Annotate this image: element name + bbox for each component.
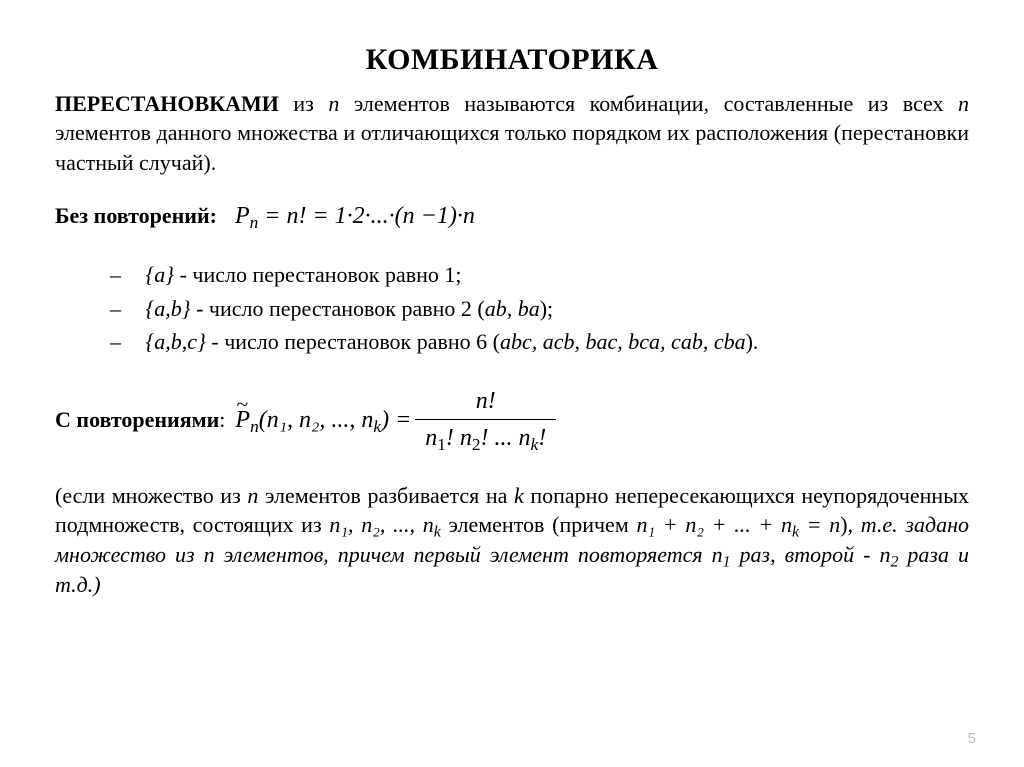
example3-text-b: ). [746, 329, 759, 354]
example1-text: - число перестановок равно 1; [174, 262, 461, 287]
example2-text-a: - число перестановок равно 2 ( [191, 296, 485, 321]
fraction-numerator: n! [415, 385, 556, 420]
formula-permutations: Pn = n! = 1·2·...·(n −1)·n [235, 200, 475, 232]
section-no-repetition: Без повторений: Pn = n! = 1·2·...·(n −1)… [55, 200, 969, 232]
p2-ital-b: элементов, причем первый элемент повторя… [215, 542, 712, 567]
examples-list: {a} - число перестановок равно 1; {a,b} … [55, 258, 969, 359]
var-k: k [514, 483, 524, 508]
p2-text-e: ), [840, 512, 861, 537]
formula1-rhs: = n! = 1·2·...·(n −1)·n [258, 203, 475, 229]
set-abc: {a,b,c} [146, 329, 206, 354]
formula2-args-k: k [373, 417, 381, 436]
p2-n1-sub: 1 [723, 554, 731, 571]
example-item-2: {a,b} - число перестановок равно 2 (ab, … [110, 292, 969, 326]
formula1-sub-n: n [250, 212, 259, 231]
example3-text-a: - число перестановок равно 6 ( [206, 329, 500, 354]
set-ab: {a,b} [146, 296, 191, 321]
p2-n2: n [879, 542, 890, 567]
def-text-a: из [279, 91, 329, 116]
formula2-lhs: ~Pn(n₁, n₂, ..., nk) = [235, 404, 411, 436]
formula2-sub-n: n [250, 417, 259, 436]
def-text-c: элементов данного множества и отличающих… [55, 120, 969, 175]
p2-n1: n [712, 542, 723, 567]
var-n-4: n [204, 542, 215, 567]
label-with-repetition: С повторениями [55, 405, 219, 435]
section-with-repetition: С повторениями: ~Pn(n₁, n₂, ..., nk) = n… [55, 385, 969, 455]
example-item-1: {a} - число перестановок равно 1; [110, 258, 969, 292]
p2-sum: n₁ + n₂ + ... + n [636, 512, 792, 537]
def-text-b: элементов называются комбинации, составл… [339, 91, 958, 116]
page-title: КОМБИНАТОРИКА [55, 40, 969, 81]
fraction-denominator: n1! n2! ... nk! [415, 420, 556, 454]
explanation-paragraph: (если множество из n элементов разбивает… [55, 481, 969, 600]
p2-seq-k: k [434, 524, 441, 541]
p2-sum-eq: = n [799, 512, 840, 537]
p2-text-a: (если множество из [55, 483, 247, 508]
perm-ab: ab, ba [485, 296, 540, 321]
label-no-repetition: Без повторений: [55, 201, 217, 231]
term-permutations: ПЕРЕСТАНОВКАМИ [55, 91, 279, 116]
tilde-icon: ~ [236, 390, 248, 419]
formula2-args: (n₁, n₂, ..., n [259, 407, 374, 433]
p2-sum-k: k [792, 524, 799, 541]
formula-repetition: ~Pn(n₁, n₂, ..., nk) = n! n1! n2! ... nk… [235, 385, 560, 455]
definition-paragraph: ПЕРЕСТАНОВКАМИ из n элементов называются… [55, 89, 969, 178]
perm-abc: abc, acb, bac, bca, cab, cba [500, 329, 746, 354]
formula2-args-close: ) = [381, 407, 411, 433]
formula2-fraction: n! n1! n2! ... nk! [415, 385, 556, 455]
p2-text-d: элементов (причем [441, 512, 637, 537]
p2-seq: n₁, n₂, ..., n [329, 512, 433, 537]
p2-text-b: элементов разбивается на [258, 483, 514, 508]
label-colon: : [219, 405, 225, 435]
var-n-2: n [958, 91, 969, 116]
var-n-1: n [328, 91, 339, 116]
example2-text-b: ); [540, 296, 553, 321]
formula1-P: P [235, 203, 250, 229]
page-number: 5 [968, 729, 976, 749]
set-a: {a} [146, 262, 175, 287]
var-n-3: n [247, 483, 258, 508]
p2-ital-c: раз, второй - [731, 542, 880, 567]
example-item-3: {a,b,c} - число перестановок равно 6 (ab… [110, 325, 969, 359]
